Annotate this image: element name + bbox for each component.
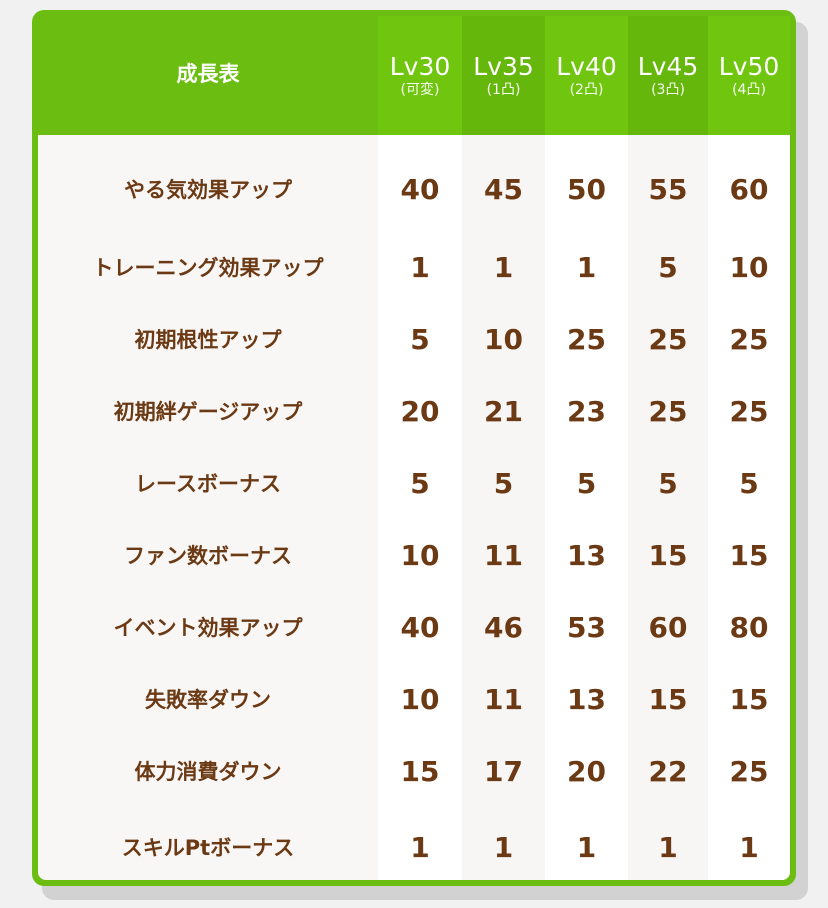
- cell-value: 1: [576, 830, 597, 864]
- table-row: ファン数ボーナス 10 11 13 15 15: [38, 519, 790, 591]
- cell-value: 13: [567, 538, 606, 572]
- cell-value: 1: [576, 250, 597, 284]
- cell-value: 5: [739, 466, 759, 500]
- cell-value: 15: [648, 538, 688, 572]
- level-note: (可変): [400, 81, 440, 98]
- cell-value: 15: [729, 682, 769, 716]
- cell-value: 60: [648, 610, 688, 644]
- column-background: [545, 135, 628, 880]
- cell-value: 5: [493, 466, 514, 500]
- level-label: Lv45: [637, 51, 699, 81]
- cell-value: 25: [648, 322, 688, 356]
- cell-value: 5: [658, 250, 678, 284]
- level-label: Lv30: [389, 51, 451, 81]
- cell-value: 1: [493, 250, 514, 284]
- cell-value: 22: [648, 754, 688, 788]
- cell-value: 5: [410, 466, 430, 500]
- level-note: (2凸): [569, 81, 604, 98]
- table-title: 成長表: [176, 61, 240, 86]
- cell-value: 1: [493, 830, 514, 864]
- table-header: 成長表 Lv30 (可変) Lv35 (1凸) Lv40 (2凸) Lv45 (3凸) Lv50…: [38, 10, 790, 135]
- cell-value: 53: [567, 610, 606, 644]
- row-label: 体力消費ダウン: [134, 760, 282, 784]
- level-label: Lv50: [718, 51, 780, 81]
- row-label: 初期根性アップ: [134, 328, 282, 352]
- cell-value: 17: [484, 754, 523, 788]
- cell-value: 25: [567, 322, 606, 356]
- cell-value: 45: [484, 172, 523, 206]
- table-row: レースボーナス 5 5 5 5 5: [38, 447, 790, 519]
- table-body: やる気効果アップ 40 45 50 55 60 トレーニング効果アップ 1 1 1 5 10 初期根性ア…: [38, 135, 790, 880]
- cell-value: 15: [729, 538, 769, 572]
- row-label: スキルPtボーナス: [121, 836, 295, 860]
- level-note: (1凸): [486, 81, 521, 98]
- row-label: 失敗率ダウン: [145, 688, 271, 712]
- level-label: Lv40: [556, 51, 617, 81]
- column-header-lv35: Lv35 (1凸): [462, 16, 545, 135]
- row-label: イベント効果アップ: [113, 616, 303, 640]
- cell-value: 60: [729, 172, 769, 206]
- row-label: トレーニング効果アップ: [92, 256, 324, 280]
- cell-value: 1: [658, 830, 678, 864]
- cell-value: 10: [729, 250, 769, 284]
- cell-value: 55: [648, 172, 688, 206]
- cell-value: 80: [729, 610, 769, 644]
- table-row: イベント効果アップ 40 46 53 60 80: [38, 591, 790, 663]
- cell-value: 15: [648, 682, 688, 716]
- table-row: トレーニング効果アップ 1 1 1 5 10: [38, 231, 790, 303]
- cell-value: 11: [484, 538, 523, 572]
- cell-value: 50: [567, 172, 606, 206]
- cell-value: 23: [567, 394, 606, 428]
- level-label: Lv35: [473, 51, 534, 81]
- column-background: [462, 135, 545, 880]
- column-background: [628, 135, 708, 880]
- cell-value: 15: [400, 754, 440, 788]
- cell-value: 5: [658, 466, 678, 500]
- column-background: [378, 135, 462, 880]
- row-label: やる気効果アップ: [124, 178, 292, 202]
- column-background: [708, 135, 790, 880]
- table-row: スキルPtボーナス 1 1 1 1 1: [38, 811, 790, 880]
- cell-value: 20: [400, 394, 440, 428]
- column-header-lv50: Lv50 (4凸): [708, 16, 790, 135]
- column-header-lv40: Lv40 (2凸): [545, 16, 628, 135]
- cell-value: 20: [567, 754, 606, 788]
- row-label: 初期絆ゲージアップ: [113, 400, 303, 424]
- cell-value: 25: [729, 322, 769, 356]
- cell-value: 40: [400, 610, 440, 644]
- cell-value: 25: [729, 754, 769, 788]
- cell-value: 25: [729, 394, 769, 428]
- cell-value: 1: [739, 830, 759, 864]
- row-label: レースボーナス: [135, 472, 281, 496]
- cell-value: 13: [567, 682, 606, 716]
- table-row: 失敗率ダウン 10 11 13 15 15: [38, 663, 790, 735]
- cell-value: 10: [484, 322, 523, 356]
- table-row: 初期根性アップ 5 10 25 25 25: [38, 303, 790, 375]
- growth-table: 成長表 Lv30 (可変) Lv35 (1凸) Lv40 (2凸) Lv45 (3凸) Lv50…: [32, 10, 796, 886]
- level-note: (3凸): [651, 81, 685, 98]
- cell-value: 10: [400, 538, 440, 572]
- cell-value: 25: [648, 394, 688, 428]
- cell-value: 11: [484, 682, 523, 716]
- cell-value: 1: [410, 250, 430, 284]
- cell-value: 21: [484, 394, 523, 428]
- table-row: やる気効果アップ 40 45 50 55 60: [38, 153, 790, 225]
- level-note: (4凸): [732, 81, 766, 98]
- cell-value: 5: [576, 466, 597, 500]
- column-header-lv30: Lv30 (可変): [378, 16, 462, 135]
- cell-value: 1: [410, 830, 430, 864]
- cell-value: 10: [400, 682, 440, 716]
- table-row: 体力消費ダウン 15 17 20 22 25: [38, 735, 790, 807]
- column-header-lv45: Lv45 (3凸): [628, 16, 708, 135]
- table-row: 初期絆ゲージアップ 20 21 23 25 25: [38, 375, 790, 447]
- cell-value: 46: [484, 610, 523, 644]
- cell-value: 40: [400, 172, 440, 206]
- row-label: ファン数ボーナス: [124, 544, 292, 568]
- cell-value: 5: [410, 322, 430, 356]
